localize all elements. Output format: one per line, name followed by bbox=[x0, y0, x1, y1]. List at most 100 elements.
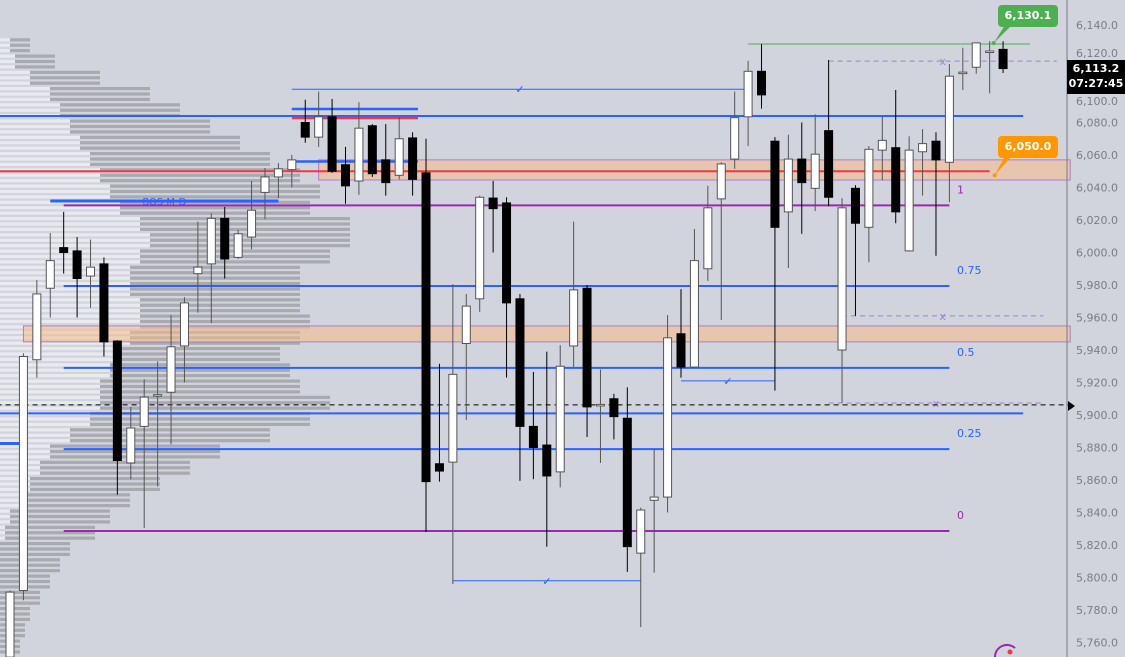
candle-down bbox=[757, 70, 767, 96]
profile-bar bbox=[5, 531, 95, 535]
profile-bar-light bbox=[0, 341, 130, 345]
candle-down bbox=[434, 463, 444, 472]
level-price-callout[interactable]: 6,050.0 bbox=[998, 136, 1058, 158]
candle-up bbox=[663, 337, 673, 498]
level-callout-pointer bbox=[994, 156, 1012, 176]
profile-bar bbox=[100, 384, 300, 389]
profile-bar bbox=[140, 227, 350, 231]
candle-up bbox=[636, 509, 646, 554]
profile-bar-light bbox=[0, 309, 140, 313]
high-callout-dot bbox=[991, 41, 996, 46]
candle-up bbox=[126, 427, 136, 464]
profile-bar-light bbox=[0, 363, 110, 367]
profile-bar-light bbox=[0, 54, 15, 58]
candle-up bbox=[783, 158, 793, 213]
candle-down bbox=[341, 164, 350, 187]
profile-bar bbox=[0, 617, 30, 621]
profile-bar bbox=[0, 547, 70, 551]
price-axis-tick: 5,880.0 bbox=[1076, 442, 1118, 455]
current-price-arrow-icon bbox=[1068, 401, 1075, 411]
profile-bar-light bbox=[0, 103, 60, 107]
candle-down bbox=[381, 159, 391, 184]
profile-bar-light bbox=[0, 260, 140, 264]
candle-up bbox=[904, 149, 914, 252]
profile-bar-light bbox=[0, 493, 20, 497]
candle-down bbox=[99, 263, 109, 343]
candle-up bbox=[877, 139, 887, 151]
candle-down bbox=[488, 197, 498, 210]
price-axis-tick: 5,780.0 bbox=[1076, 604, 1118, 617]
profile-bar-light bbox=[0, 87, 50, 91]
profile-bar bbox=[140, 217, 350, 221]
profile-bar bbox=[140, 298, 300, 302]
cross-marker: x bbox=[933, 397, 940, 410]
candle-up bbox=[569, 289, 579, 347]
profile-bar bbox=[120, 357, 280, 361]
candle-down bbox=[220, 217, 230, 260]
price-axis-tick: 5,760.0 bbox=[1076, 637, 1118, 650]
candle-down bbox=[824, 130, 834, 198]
candle-down bbox=[542, 444, 552, 477]
fib-level-label: 0.5 bbox=[957, 346, 975, 359]
profile-bar-light bbox=[0, 130, 70, 134]
profile-bar-light bbox=[0, 406, 100, 410]
profile-bar bbox=[10, 509, 110, 513]
profile-bar-light bbox=[0, 347, 120, 351]
profile-bar bbox=[15, 54, 55, 58]
callout-pointers bbox=[991, 25, 1012, 178]
profile-bar-light bbox=[0, 525, 5, 529]
bar-countdown: 07:27:45 bbox=[1068, 77, 1124, 90]
profile-bar-light bbox=[0, 531, 5, 535]
high-callout-pointer bbox=[993, 25, 1012, 44]
profile-bar bbox=[90, 157, 270, 161]
profile-bar-light bbox=[0, 189, 110, 194]
candle-up bbox=[287, 159, 297, 171]
profile-bar bbox=[110, 368, 290, 372]
profile-bar-light bbox=[0, 141, 80, 145]
profile-bar-light bbox=[0, 319, 140, 324]
profile-bar bbox=[140, 222, 350, 226]
price-axis-tick: 5,980.0 bbox=[1076, 279, 1118, 292]
last-price: 6,113.2 bbox=[1072, 62, 1120, 75]
profile-bar bbox=[70, 428, 270, 432]
price-axis-tick: 6,040.0 bbox=[1076, 182, 1118, 195]
candle-down bbox=[528, 425, 538, 448]
profile-bar bbox=[10, 43, 30, 47]
candle-up bbox=[18, 356, 28, 591]
price-axis-tick: 6,140.0 bbox=[1076, 19, 1118, 32]
profile-bar-light bbox=[0, 211, 120, 215]
profile-bar-light bbox=[0, 379, 100, 383]
profile-bar-light bbox=[0, 390, 100, 394]
profile-bar bbox=[140, 260, 330, 264]
profile-bar bbox=[30, 81, 100, 85]
candle-up bbox=[743, 70, 753, 118]
level-callout-dot bbox=[992, 173, 997, 178]
price-zone bbox=[318, 159, 1071, 181]
check-marker: ✓ bbox=[515, 83, 524, 96]
profile-bar bbox=[30, 70, 100, 74]
profile-bar-light bbox=[0, 298, 140, 302]
price-axis-tick: 5,800.0 bbox=[1076, 572, 1118, 585]
price-axis-tick: 6,060.0 bbox=[1076, 149, 1118, 162]
candle-up bbox=[394, 138, 404, 176]
price-axis-tick: 5,860.0 bbox=[1076, 474, 1118, 487]
price-axis-tick: 5,820.0 bbox=[1076, 539, 1118, 552]
profile-bar-light bbox=[0, 352, 120, 356]
bos-label: BOS M-D bbox=[142, 197, 186, 208]
profile-bar-light bbox=[0, 168, 100, 172]
price-axis[interactable]: 6,140.0 6,120.0 6,100.0 6,080.0 6,060.0 6,040… bbox=[1076, 19, 1118, 650]
profile-bar bbox=[40, 471, 190, 475]
profile-bar-light bbox=[0, 173, 100, 177]
profile-bar bbox=[130, 287, 300, 291]
price-zone bbox=[22, 325, 1071, 343]
profile-bar bbox=[80, 135, 240, 139]
candle-up bbox=[837, 207, 847, 351]
profile-bar bbox=[0, 590, 40, 594]
high-price-callout[interactable]: 6,130.1 bbox=[998, 5, 1058, 27]
profile-bar-light bbox=[0, 124, 70, 129]
profile-bar-light bbox=[0, 222, 140, 226]
candle-down bbox=[676, 333, 686, 368]
candle-up bbox=[689, 260, 699, 368]
profile-bar bbox=[70, 124, 210, 129]
